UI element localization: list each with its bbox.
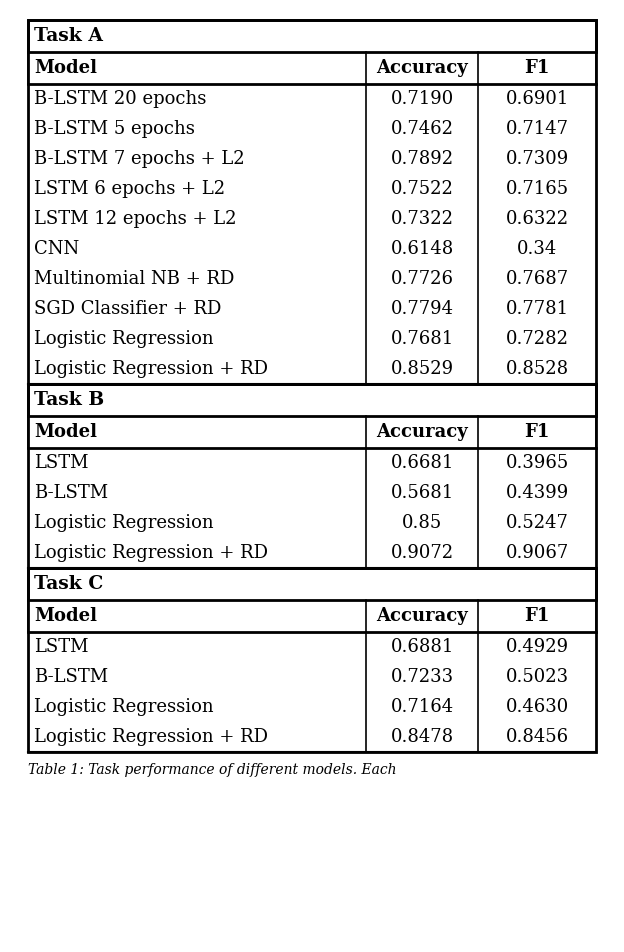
Text: Logistic Regression: Logistic Regression bbox=[34, 330, 213, 348]
Text: Table 1: Task performance of different models. Each: Table 1: Task performance of different m… bbox=[28, 763, 396, 777]
Text: Accuracy: Accuracy bbox=[376, 59, 468, 77]
Text: 0.7190: 0.7190 bbox=[391, 90, 454, 108]
Text: 0.6881: 0.6881 bbox=[391, 638, 454, 656]
Text: 0.7781: 0.7781 bbox=[505, 300, 568, 318]
Text: 0.8478: 0.8478 bbox=[391, 728, 454, 746]
Text: B-LSTM 7 epochs + L2: B-LSTM 7 epochs + L2 bbox=[34, 150, 245, 168]
Text: Task C: Task C bbox=[34, 575, 103, 593]
Text: 0.5247: 0.5247 bbox=[506, 514, 568, 532]
Text: 0.7165: 0.7165 bbox=[505, 180, 568, 198]
Text: Logistic Regression: Logistic Regression bbox=[34, 514, 213, 532]
Text: LSTM: LSTM bbox=[34, 454, 89, 472]
Text: 0.85: 0.85 bbox=[402, 514, 442, 532]
Text: 0.7322: 0.7322 bbox=[391, 210, 454, 228]
Text: 0.8456: 0.8456 bbox=[505, 728, 568, 746]
Text: CNN: CNN bbox=[34, 240, 79, 258]
Text: F1: F1 bbox=[525, 607, 550, 625]
Text: 0.7892: 0.7892 bbox=[391, 150, 454, 168]
Text: B-LSTM 5 epochs: B-LSTM 5 epochs bbox=[34, 120, 195, 138]
Text: 0.7164: 0.7164 bbox=[391, 698, 454, 716]
Text: Accuracy: Accuracy bbox=[376, 607, 468, 625]
Text: 0.34: 0.34 bbox=[517, 240, 557, 258]
Text: F1: F1 bbox=[525, 423, 550, 441]
Text: 0.6901: 0.6901 bbox=[505, 90, 569, 108]
Text: Task A: Task A bbox=[34, 27, 103, 45]
Text: 0.7233: 0.7233 bbox=[391, 668, 454, 686]
Text: 0.7681: 0.7681 bbox=[391, 330, 454, 348]
Text: 0.5681: 0.5681 bbox=[391, 484, 454, 502]
Text: Model: Model bbox=[34, 59, 97, 77]
Text: Logistic Regression + RD: Logistic Regression + RD bbox=[34, 544, 268, 562]
Text: 0.6148: 0.6148 bbox=[391, 240, 454, 258]
Text: Logistic Regression + RD: Logistic Regression + RD bbox=[34, 360, 268, 378]
Text: 0.3965: 0.3965 bbox=[505, 454, 569, 472]
Text: 0.9067: 0.9067 bbox=[505, 544, 569, 562]
Text: 0.7794: 0.7794 bbox=[391, 300, 454, 318]
Text: Accuracy: Accuracy bbox=[376, 423, 468, 441]
Text: B-LSTM: B-LSTM bbox=[34, 668, 108, 686]
Text: 0.7462: 0.7462 bbox=[391, 120, 454, 138]
Text: 0.4399: 0.4399 bbox=[505, 484, 569, 502]
Text: 0.4929: 0.4929 bbox=[505, 638, 568, 656]
Text: 0.7687: 0.7687 bbox=[505, 270, 568, 288]
Text: F1: F1 bbox=[525, 59, 550, 77]
Text: B-LSTM: B-LSTM bbox=[34, 484, 108, 502]
Text: Model: Model bbox=[34, 607, 97, 625]
Text: SGD Classifier + RD: SGD Classifier + RD bbox=[34, 300, 222, 318]
Text: LSTM: LSTM bbox=[34, 638, 89, 656]
Text: Logistic Regression: Logistic Regression bbox=[34, 698, 213, 716]
Text: 0.8528: 0.8528 bbox=[505, 360, 568, 378]
Text: 0.7309: 0.7309 bbox=[505, 150, 569, 168]
Text: 0.6322: 0.6322 bbox=[505, 210, 568, 228]
Text: 0.7522: 0.7522 bbox=[391, 180, 454, 198]
Text: 0.9072: 0.9072 bbox=[391, 544, 454, 562]
Text: LSTM 6 epochs + L2: LSTM 6 epochs + L2 bbox=[34, 180, 225, 198]
Text: 0.7282: 0.7282 bbox=[505, 330, 568, 348]
Text: 0.6681: 0.6681 bbox=[391, 454, 454, 472]
Text: 0.4630: 0.4630 bbox=[505, 698, 569, 716]
Text: 0.7726: 0.7726 bbox=[391, 270, 454, 288]
Text: Task B: Task B bbox=[34, 391, 104, 409]
Text: 0.8529: 0.8529 bbox=[391, 360, 454, 378]
Text: 0.7147: 0.7147 bbox=[505, 120, 568, 138]
Text: LSTM 12 epochs + L2: LSTM 12 epochs + L2 bbox=[34, 210, 236, 228]
Text: B-LSTM 20 epochs: B-LSTM 20 epochs bbox=[34, 90, 207, 108]
Text: Logistic Regression + RD: Logistic Regression + RD bbox=[34, 728, 268, 746]
Text: Multinomial NB + RD: Multinomial NB + RD bbox=[34, 270, 235, 288]
Text: 0.5023: 0.5023 bbox=[505, 668, 568, 686]
Text: Model: Model bbox=[34, 423, 97, 441]
